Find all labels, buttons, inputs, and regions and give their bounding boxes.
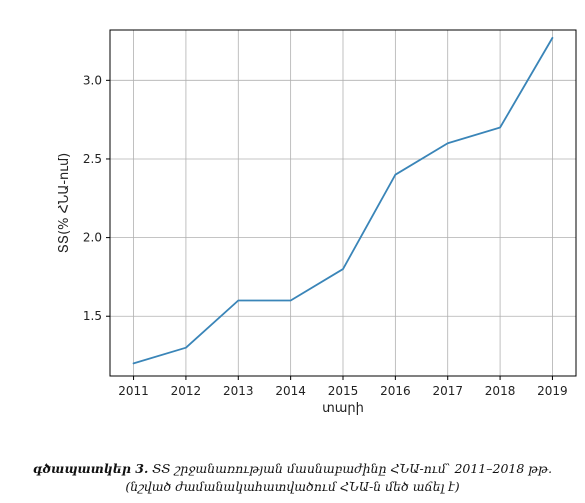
x-tick-label: 2012: [171, 384, 202, 398]
y-axis-ticks: 1.5 2.0 2.5 3.0: [83, 73, 110, 323]
y-tick-label: 2.0: [83, 231, 102, 245]
line-chart: 1.52.02.53.0 2011 2012 2013 2014 2015 2016 201…: [57, 29, 577, 416]
x-axis-label: տարի: [322, 401, 364, 416]
series-line: [132, 36, 554, 365]
x-axis-ticks: 2011 2012 2013 2014 2015 2016 2017 2018 2019: [118, 376, 568, 398]
x-tick-label: 2011: [118, 384, 149, 398]
x-tick-label: 2013: [223, 384, 254, 398]
y-tick-label: 3.0: [83, 73, 102, 87]
series-layer: [132, 36, 554, 365]
figure-caption: գծապատկեր 3. ՏՏ շրջանառության մասնաբաժին…: [10, 460, 575, 496]
caption-lead: գծապատկեր 3.: [32, 461, 149, 476]
grid-lines: [110, 30, 576, 376]
x-tick-label: 2018: [485, 384, 516, 398]
y-tick-label: 2.5: [83, 152, 102, 166]
y-axis-label: ՏՏ(% ՀՆԱ-ում): [57, 153, 72, 254]
x-tick-label: 2014: [275, 384, 306, 398]
y-tick-label: 1.5: [83, 309, 102, 323]
x-tick-label: 2019: [537, 384, 568, 398]
caption-text: ՏՏ շրջանառության մասնաբաժինը ՀՆԱ-ում՝ 20…: [125, 461, 553, 494]
x-tick-label: 2015: [328, 384, 359, 398]
x-tick-label: 2016: [380, 384, 411, 398]
x-tick-label: 2017: [432, 384, 463, 398]
